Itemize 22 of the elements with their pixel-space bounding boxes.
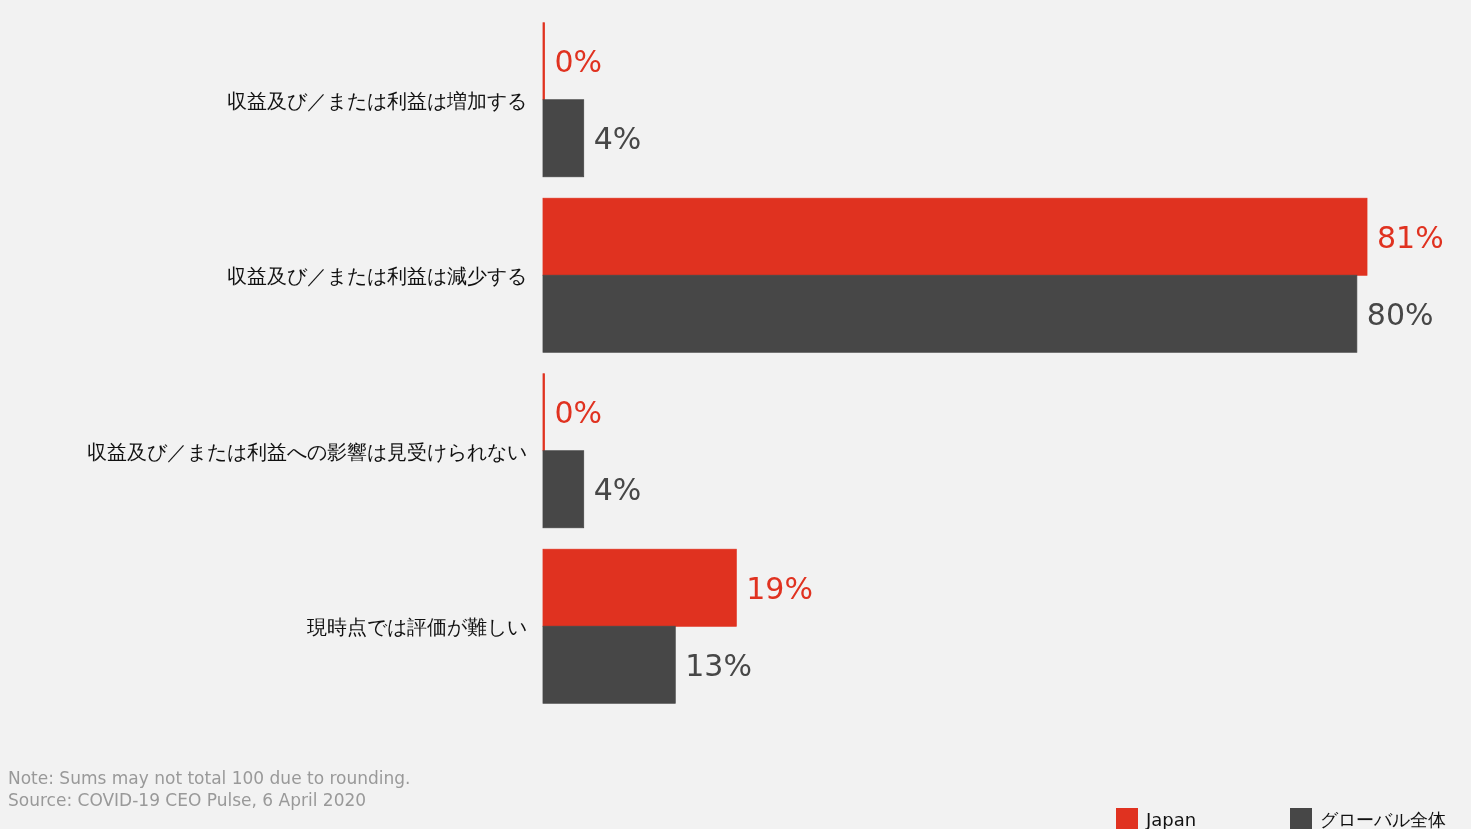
text: Note: Sums may not total 100 due to rounding. (8, 768, 411, 788)
data-label: 0% (554, 395, 603, 431)
bar (542, 99, 585, 178)
data-label: 19% (746, 570, 813, 606)
data-label: 4% (593, 121, 642, 157)
data-label: 80% (1366, 296, 1434, 332)
data-label: 81% (1377, 219, 1444, 255)
y-tick-label: 収益及び／または利益は増加する (227, 88, 527, 113)
bar (542, 548, 737, 627)
y-tick-label: 収益及び／または利益への影響は見受けられない (87, 439, 527, 464)
bar (542, 450, 585, 529)
bar (542, 274, 1358, 353)
legend-label: グローバル全体 (1320, 809, 1446, 829)
y-tick-label: 収益及び／または利益は減少する (227, 264, 527, 289)
legend-label: Japan (1145, 809, 1197, 829)
data-label: 13% (685, 647, 752, 683)
data-label: 4% (593, 472, 642, 508)
data-label: 0% (554, 44, 603, 80)
y-tick-label: 現時点では評価が難しい (307, 615, 527, 640)
bar (542, 197, 1368, 276)
bar (542, 625, 676, 704)
source-note: Source: COVID-19 CEO Pulse, 6 April 2020 (8, 790, 367, 810)
